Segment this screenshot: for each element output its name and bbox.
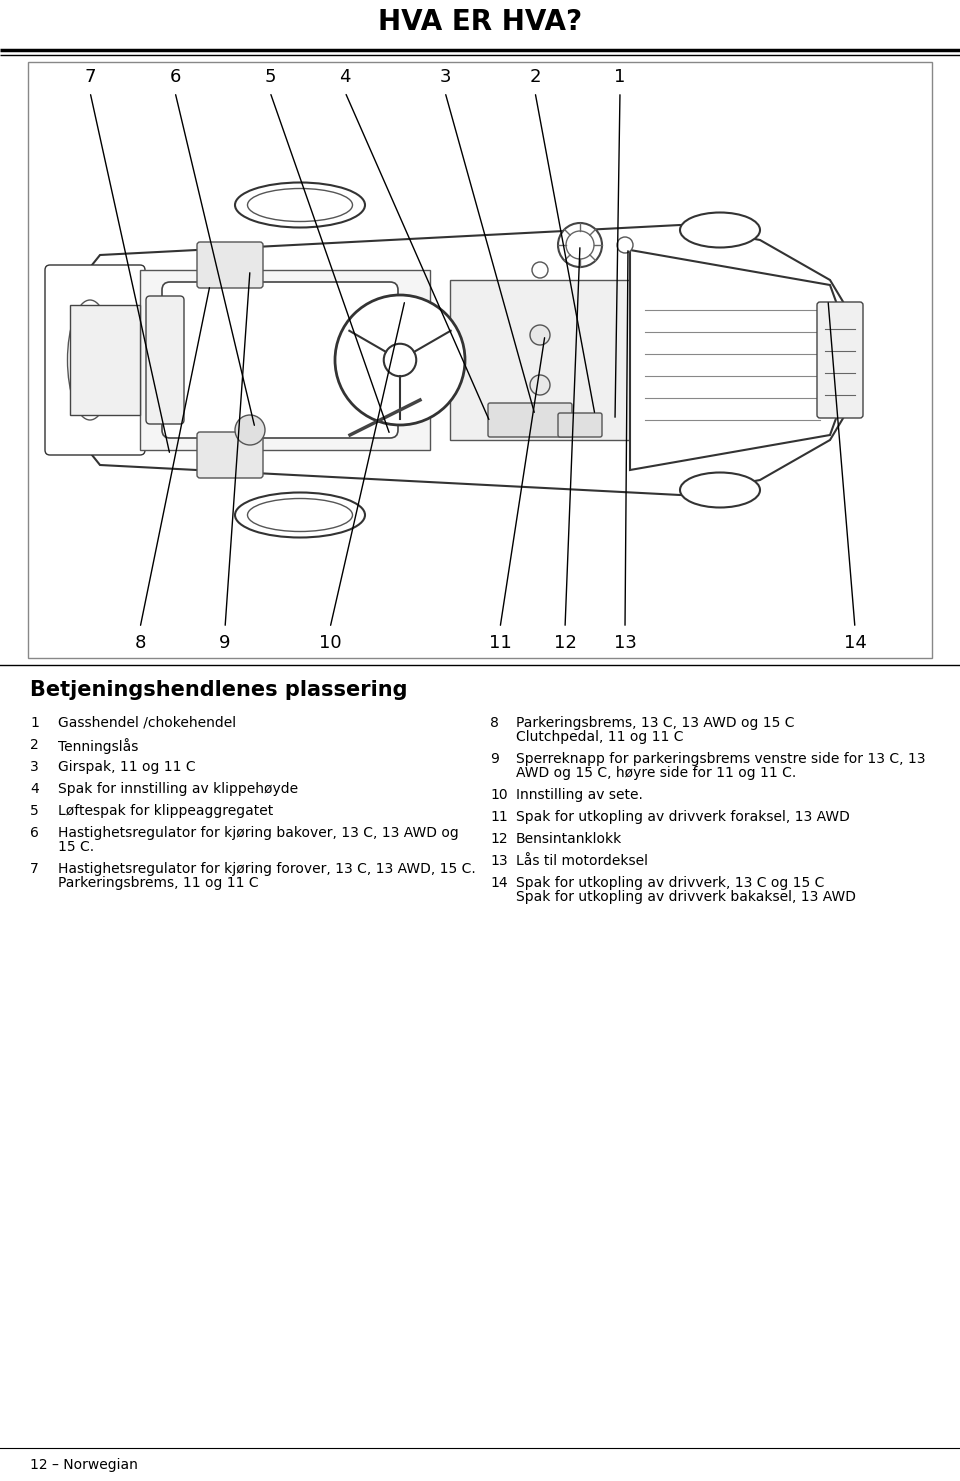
Text: Gasshendel /chokehendel: Gasshendel /chokehendel: [58, 715, 236, 730]
FancyBboxPatch shape: [558, 413, 602, 437]
Circle shape: [566, 231, 594, 259]
Text: 9: 9: [219, 634, 230, 652]
Circle shape: [617, 237, 633, 253]
Text: 6: 6: [30, 826, 38, 840]
Polygon shape: [450, 280, 640, 440]
Ellipse shape: [680, 212, 760, 247]
Ellipse shape: [248, 499, 352, 532]
FancyBboxPatch shape: [488, 403, 572, 437]
Text: HVA ER HVA?: HVA ER HVA?: [378, 7, 582, 36]
Circle shape: [532, 262, 548, 278]
Text: Hastighetsregulator for kjøring bakover, 13 C, 13 AWD og: Hastighetsregulator for kjøring bakover,…: [58, 826, 459, 840]
Ellipse shape: [680, 472, 760, 508]
Ellipse shape: [235, 493, 365, 538]
Text: Lås til motordeksel: Lås til motordeksel: [516, 855, 648, 868]
Text: Løftespak for klippeaggregatet: Løftespak for klippeaggregatet: [58, 804, 274, 818]
Text: 4: 4: [30, 782, 38, 795]
Text: 12 – Norwegian: 12 – Norwegian: [30, 1457, 138, 1472]
Text: 11: 11: [489, 634, 512, 652]
Text: Spak for utkopling av drivverk, 13 C og 15 C: Spak for utkopling av drivverk, 13 C og …: [516, 875, 825, 890]
Text: 12: 12: [554, 634, 576, 652]
Text: 5: 5: [30, 804, 38, 818]
Polygon shape: [60, 225, 860, 495]
Ellipse shape: [248, 188, 352, 222]
Text: 12: 12: [490, 832, 508, 846]
Text: 11: 11: [490, 810, 508, 823]
Text: Spak for utkopling av drivverk foraksel, 13 AWD: Spak for utkopling av drivverk foraksel,…: [516, 810, 850, 823]
Ellipse shape: [60, 284, 120, 435]
Text: Spak for innstilling av klippehøyde: Spak for innstilling av klippehøyde: [58, 782, 299, 795]
Circle shape: [530, 324, 550, 345]
Text: Tenningslås: Tenningslås: [58, 738, 138, 754]
Ellipse shape: [67, 301, 112, 421]
Text: Clutchpedal, 11 og 11 C: Clutchpedal, 11 og 11 C: [516, 730, 684, 743]
Ellipse shape: [235, 182, 365, 228]
Text: Girspak, 11 og 11 C: Girspak, 11 og 11 C: [58, 760, 196, 775]
Text: 1: 1: [614, 68, 626, 86]
FancyBboxPatch shape: [197, 432, 263, 478]
FancyBboxPatch shape: [162, 281, 398, 438]
Text: 15 C.: 15 C.: [58, 840, 94, 855]
Text: 7: 7: [30, 862, 38, 875]
Text: 9: 9: [490, 752, 499, 766]
Text: AWD og 15 C, høyre side for 11 og 11 C.: AWD og 15 C, høyre side for 11 og 11 C.: [516, 766, 796, 780]
Circle shape: [235, 415, 265, 444]
Text: 3: 3: [440, 68, 451, 86]
FancyBboxPatch shape: [197, 241, 263, 287]
Text: 2: 2: [529, 68, 540, 86]
Bar: [70, 305, 140, 415]
Text: 13: 13: [613, 634, 636, 652]
Circle shape: [384, 344, 417, 376]
Text: 6: 6: [169, 68, 180, 86]
Text: 14: 14: [844, 634, 867, 652]
Text: Betjeningshendlenes plassering: Betjeningshendlenes plassering: [30, 680, 407, 701]
Text: 13: 13: [490, 855, 508, 868]
FancyBboxPatch shape: [146, 296, 184, 424]
Text: 1: 1: [30, 715, 38, 730]
Text: 14: 14: [490, 875, 508, 890]
Text: 7: 7: [84, 68, 96, 86]
Text: Bensintanklokk: Bensintanklokk: [516, 832, 622, 846]
Bar: [28, 62, 932, 658]
Text: Parkeringsbrems, 11 og 11 C: Parkeringsbrems, 11 og 11 C: [58, 875, 258, 890]
Text: Hastighetsregulator for kjøring forover, 13 C, 13 AWD, 15 C.: Hastighetsregulator for kjøring forover,…: [58, 862, 476, 875]
Circle shape: [530, 375, 550, 395]
Text: 10: 10: [490, 788, 508, 803]
Text: Spak for utkopling av drivverk bakaksel, 13 AWD: Spak for utkopling av drivverk bakaksel,…: [516, 890, 856, 903]
Text: 4: 4: [339, 68, 350, 86]
Text: 8: 8: [490, 715, 499, 730]
Text: Sperreknapp for parkeringsbrems venstre side for 13 C, 13: Sperreknapp for parkeringsbrems venstre …: [516, 752, 925, 766]
FancyBboxPatch shape: [817, 302, 863, 418]
Text: 10: 10: [319, 634, 342, 652]
Text: Parkeringsbrems, 13 C, 13 AWD og 15 C: Parkeringsbrems, 13 C, 13 AWD og 15 C: [516, 715, 795, 730]
FancyBboxPatch shape: [45, 265, 145, 455]
Circle shape: [558, 224, 602, 267]
Text: 3: 3: [30, 760, 38, 775]
Text: Innstilling av sete.: Innstilling av sete.: [516, 788, 643, 803]
Circle shape: [335, 295, 465, 425]
Polygon shape: [630, 250, 850, 469]
Polygon shape: [140, 270, 430, 450]
Text: 8: 8: [134, 634, 146, 652]
Text: 2: 2: [30, 738, 38, 752]
Text: 5: 5: [264, 68, 276, 86]
